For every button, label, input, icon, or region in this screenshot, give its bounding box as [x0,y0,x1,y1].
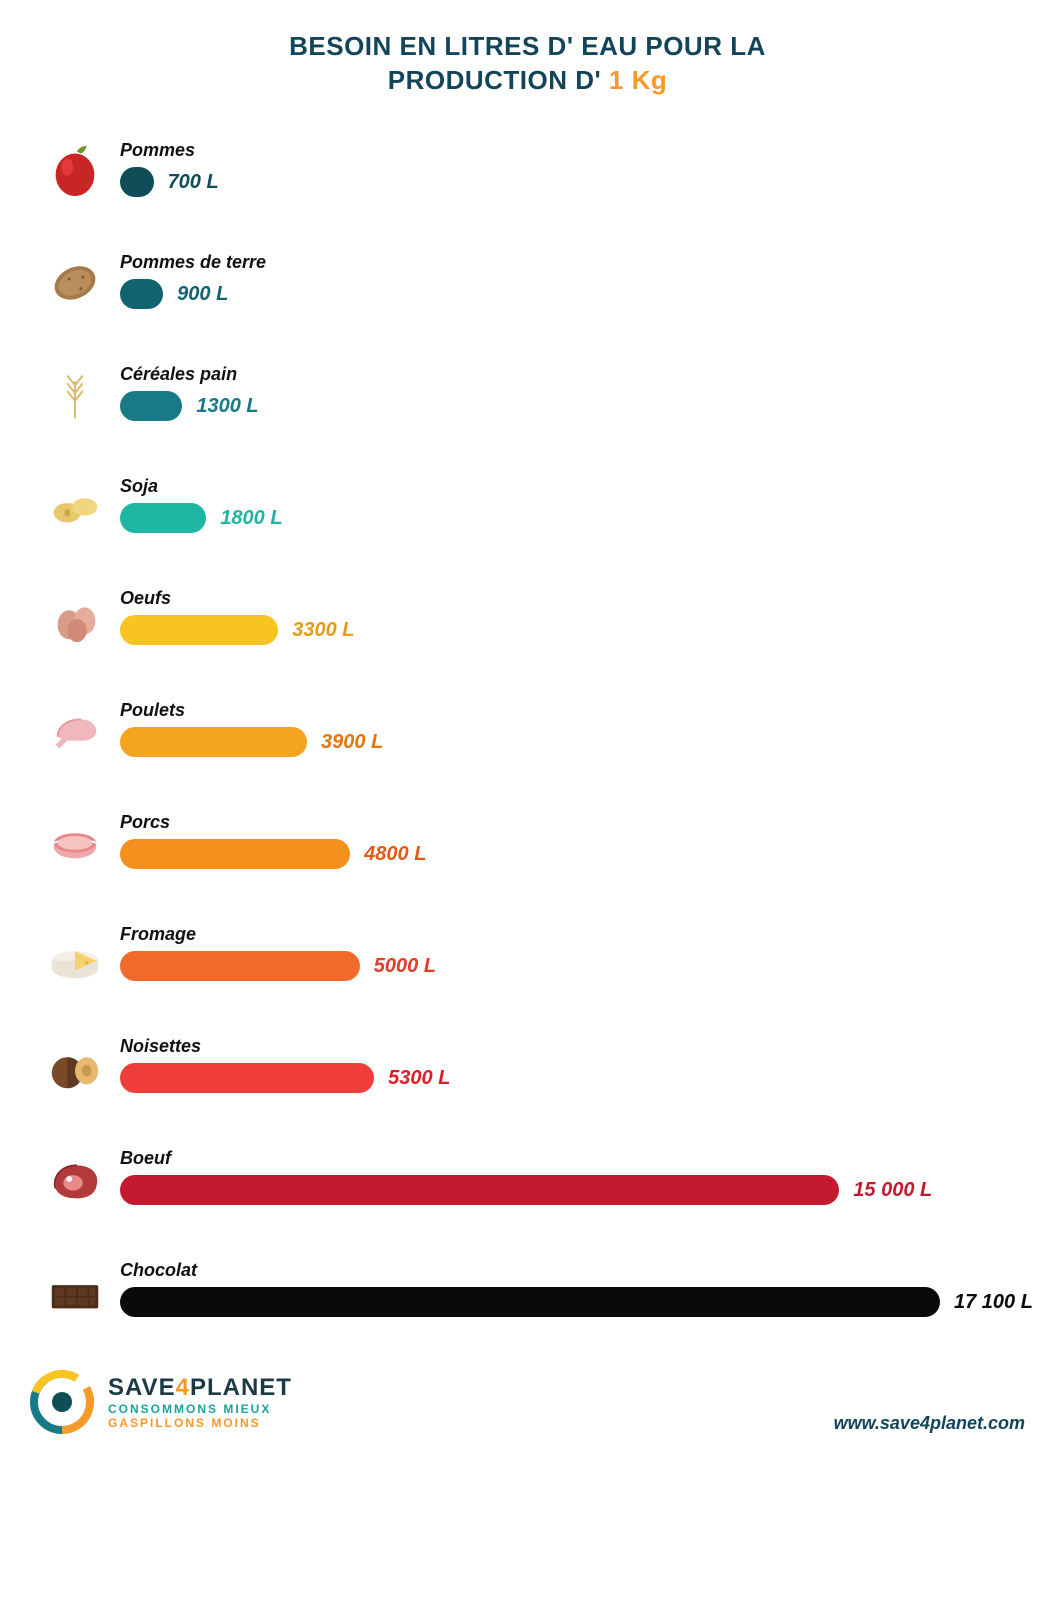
chart-row: Poulets 3900 L [30,698,1025,760]
chocolate-icon [30,1258,120,1320]
bar [120,951,360,981]
bar [120,279,163,309]
chart-row: Boeuf 15 000 L [30,1146,1025,1208]
bar-line: 1800 L [120,503,1025,533]
bar-cell: Soja 1800 L [120,476,1025,533]
bar [120,1063,374,1093]
bar-cell: Oeufs 3300 L [120,588,1025,645]
page-title: BESOIN EN LITRES D' EAU POUR LA PRODUCTI… [30,30,1025,98]
water-usage-chart: Pommes 700 L Pommes de terre 900 L Céréales … [30,138,1025,1320]
value-label: 15 000 L [853,1179,932,1202]
bar-cell: Poulets 3900 L [120,700,1025,757]
bar-line: 700 L [120,167,1025,197]
soy-icon [30,474,120,536]
potato-icon [30,250,120,312]
value-label: 1800 L [220,507,282,530]
chart-row: Porcs 4800 L [30,810,1025,872]
chart-row: Noisettes 5300 L [30,1034,1025,1096]
item-label: Céréales pain [120,364,1025,385]
value-label: 17 100 L [954,1291,1033,1314]
item-label: Pommes [120,140,1025,161]
value-label: 1300 L [196,395,258,418]
bar-line: 5300 L [120,1063,1025,1093]
bar-cell: Pommes de terre 900 L [120,252,1025,309]
brand: SAVE4PLANET CONSOMMONS MIEUX GASPILLONS … [30,1370,292,1434]
brand-name: SAVE4PLANET [108,1374,292,1402]
bar [120,1175,839,1205]
chart-row: Oeufs 3300 L [30,586,1025,648]
hazelnut-icon [30,1034,120,1096]
chart-row: Fromage 5000 L [30,922,1025,984]
bar [120,615,278,645]
brand-tagline-1: CONSOMMONS MIEUX [108,1402,292,1416]
apple-icon [30,138,120,200]
pork-icon [30,810,120,872]
value-label: 5000 L [374,955,436,978]
value-label: 4800 L [364,843,426,866]
item-label: Pommes de terre [120,252,1025,273]
bar [120,167,154,197]
bar-line: 15 000 L [120,1175,1025,1205]
bar [120,839,350,869]
bar [120,503,206,533]
chicken-icon [30,698,120,760]
bar-line: 1300 L [120,391,1025,421]
title-line1: BESOIN EN LITRES D' EAU POUR LA [289,31,766,61]
bar-line: 17 100 L [120,1287,1033,1317]
chart-row: Pommes 700 L [30,138,1025,200]
chart-row: Céréales pain 1300 L [30,362,1025,424]
brand-name-b: 4 [176,1374,190,1401]
item-label: Noisettes [120,1036,1025,1057]
bar-line: 900 L [120,279,1025,309]
bar-cell: Noisettes 5300 L [120,1036,1025,1093]
bar-cell: Boeuf 15 000 L [120,1148,1025,1205]
value-label: 3900 L [321,731,383,754]
bar-cell: Pommes 700 L [120,140,1025,197]
eggs-icon [30,586,120,648]
bar [120,727,307,757]
wheat-icon [30,362,120,424]
value-label: 900 L [177,283,228,306]
bar-cell: Porcs 4800 L [120,812,1025,869]
title-line2b: 1 Kg [609,65,667,95]
bar-cell: Chocolat 17 100 L [120,1260,1033,1317]
title-line2a: PRODUCTION D' [388,65,609,95]
bar [120,1287,940,1317]
item-label: Boeuf [120,1148,1025,1169]
brand-name-a: SAVE [108,1374,176,1401]
chart-row: Chocolat17 100 L [30,1258,1025,1320]
bar-line: 5000 L [120,951,1025,981]
item-label: Chocolat [120,1260,1033,1281]
item-label: Fromage [120,924,1025,945]
chart-row: Soja 1800 L [30,474,1025,536]
item-label: Soja [120,476,1025,497]
brand-tagline-2: GASPILLONS MOINS [108,1416,292,1430]
footer-url: www.save4planet.com [834,1413,1025,1434]
beef-icon [30,1146,120,1208]
brand-logo-icon [30,1370,94,1434]
bar-line: 3300 L [120,615,1025,645]
footer: SAVE4PLANET CONSOMMONS MIEUX GASPILLONS … [30,1370,1025,1434]
item-label: Porcs [120,812,1025,833]
brand-name-c: PLANET [190,1374,292,1401]
value-label: 5300 L [388,1067,450,1090]
item-label: Oeufs [120,588,1025,609]
value-label: 700 L [168,171,219,194]
chart-row: Pommes de terre 900 L [30,250,1025,312]
bar [120,391,182,421]
item-label: Poulets [120,700,1025,721]
value-label: 3300 L [292,619,354,642]
bar-line: 4800 L [120,839,1025,869]
bar-line: 3900 L [120,727,1025,757]
bar-cell: Fromage 5000 L [120,924,1025,981]
brand-text: SAVE4PLANET CONSOMMONS MIEUX GASPILLONS … [108,1374,292,1430]
bar-cell: Céréales pain 1300 L [120,364,1025,421]
cheese-icon [30,922,120,984]
